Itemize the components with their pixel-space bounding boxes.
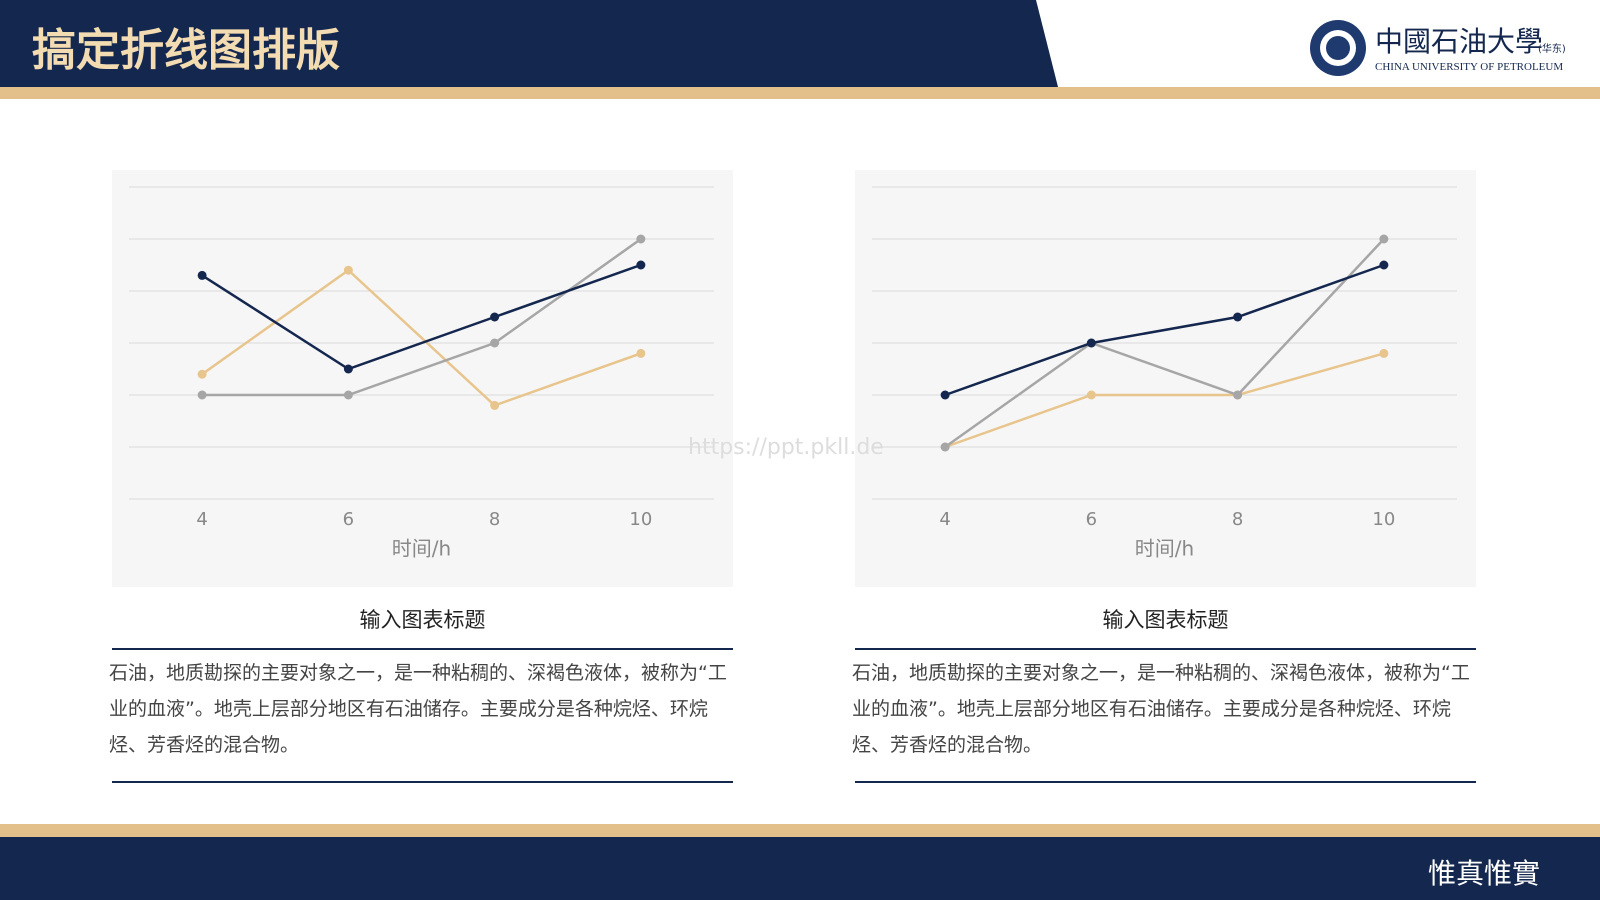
divider — [112, 648, 733, 650]
point — [1086, 338, 1096, 348]
header-bg — [0, 0, 1600, 99]
logo-campus: (华东) — [1538, 44, 1566, 55]
point — [490, 338, 500, 348]
point — [490, 400, 500, 410]
chart: 4 6 8 10 时间/h — [872, 186, 1457, 561]
point — [1379, 348, 1389, 358]
x-tick-label: 6 — [343, 509, 354, 530]
x-tick-label: 4 — [196, 509, 207, 530]
point — [1233, 390, 1243, 400]
line — [201, 268, 642, 407]
point — [343, 265, 353, 275]
logo-emblem — [1310, 20, 1366, 76]
chart-caption: 输入图表标题 — [1102, 608, 1229, 632]
line — [944, 263, 1385, 397]
watermark: https://ppt.pkll.de — [688, 435, 884, 460]
x-axis-label: 时间/h — [392, 537, 451, 561]
point — [636, 234, 646, 244]
point — [490, 312, 500, 322]
chart: 4 6 8 10 时间/h — [129, 186, 714, 561]
point — [197, 390, 207, 400]
x-axis-label: 时间/h — [1135, 537, 1194, 561]
point — [940, 442, 950, 452]
point — [1379, 260, 1389, 270]
x-tick-label: 10 — [1372, 509, 1395, 530]
logo-name: 中國石油大學 — [1375, 25, 1544, 58]
chart-panel: 4 6 8 10 时间/h — [855, 170, 1476, 587]
description: 石油，地质勘探的主要对象之一，是一种粘稠的、深褐色液体，被称为“工业的血液”。地… — [852, 662, 1470, 756]
line — [201, 263, 642, 371]
x-tick-label: 6 — [1086, 509, 1097, 530]
point — [940, 390, 950, 400]
line — [944, 352, 1385, 449]
divider — [855, 781, 1476, 783]
point — [197, 270, 207, 280]
point — [1379, 234, 1389, 244]
description: 石油，地质勘探的主要对象之一，是一种粘稠的、深褐色液体，被称为“工业的血液”。地… — [109, 662, 727, 756]
title: 搞定折线图排版 — [32, 25, 340, 76]
point — [343, 390, 353, 400]
x-tick-label: 8 — [489, 509, 500, 530]
divider — [855, 648, 1476, 650]
x-tick-label: 10 — [629, 509, 652, 530]
point — [636, 348, 646, 358]
chart-panel: 4 6 8 10 时间/h — [112, 170, 733, 587]
point — [636, 260, 646, 270]
motto: 惟真惟實 — [1428, 857, 1541, 890]
point — [1086, 390, 1096, 400]
point — [343, 364, 353, 374]
footer-bg — [0, 824, 1600, 900]
point — [1233, 312, 1243, 322]
point — [197, 369, 207, 379]
x-tick-label: 4 — [939, 509, 950, 530]
divider — [112, 781, 733, 783]
x-tick-label: 8 — [1232, 509, 1243, 530]
line — [944, 238, 1385, 449]
logo-english: CHINA UNIVERSITY OF PETROLEUM — [1375, 61, 1564, 73]
chart-caption: 输入图表标题 — [359, 608, 486, 632]
